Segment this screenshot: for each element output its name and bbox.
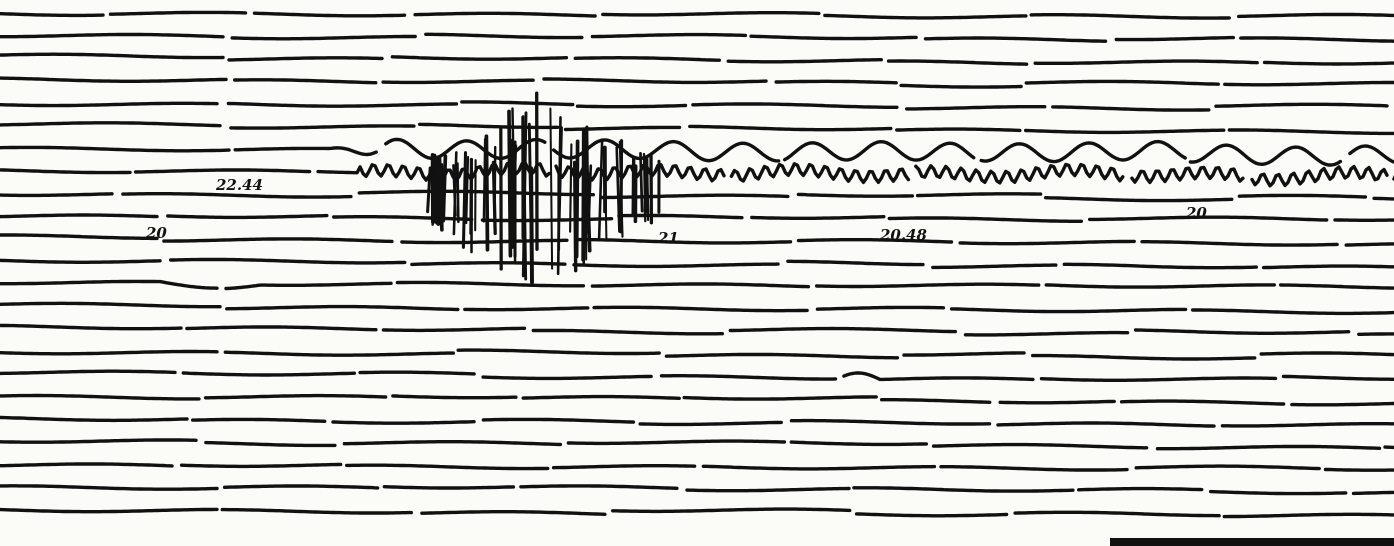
trace (1000, 401, 1114, 402)
trace (206, 396, 386, 398)
burst-stroke (486, 136, 487, 249)
burst-stroke (570, 144, 571, 231)
trace (1239, 195, 1365, 197)
trace (1116, 38, 1233, 40)
trace (602, 195, 788, 197)
burst-stroke (647, 158, 648, 220)
trace (193, 419, 325, 421)
trace (0, 14, 103, 16)
trace (465, 308, 588, 310)
trace (918, 194, 1041, 196)
burst-stroke (440, 157, 442, 229)
trace (225, 486, 378, 488)
trace (897, 129, 1020, 130)
burst-stroke (458, 164, 459, 222)
trace (182, 464, 341, 466)
trace (1211, 492, 1346, 494)
trace (798, 194, 912, 196)
trace (554, 466, 695, 468)
trace (360, 372, 474, 374)
trace (776, 81, 896, 83)
trace (183, 373, 354, 375)
trace (1216, 104, 1387, 106)
trace (684, 397, 876, 399)
burst-stroke (443, 156, 445, 221)
trace (0, 371, 175, 373)
trace (384, 487, 513, 488)
trace (393, 396, 516, 398)
page: 22.44 20 21 20.48 20 (() => { const data… (0, 0, 1394, 546)
trace (1261, 353, 1394, 355)
trace (1292, 403, 1394, 405)
burst-stroke (645, 159, 646, 213)
trace (1374, 198, 1394, 199)
trace (1326, 470, 1394, 471)
trace (229, 58, 382, 60)
burst-stroke (633, 158, 634, 215)
trace (1079, 489, 1202, 490)
trace (817, 307, 943, 309)
seismogram: 22.44 20 21 20.48 20 (0, 0, 1394, 546)
trace (523, 397, 679, 399)
trace (136, 170, 310, 172)
trace (728, 60, 881, 62)
burst-stroke (509, 112, 510, 256)
trace (578, 106, 686, 107)
trace (483, 376, 651, 378)
trace (1264, 266, 1394, 268)
trace (384, 328, 525, 330)
trace (0, 464, 172, 466)
burst-stroke (641, 153, 643, 211)
trace (168, 216, 327, 218)
trace (0, 194, 112, 196)
trace (333, 422, 474, 424)
trace (640, 422, 781, 424)
trace (1346, 244, 1394, 245)
annotation: 22.44 (215, 176, 263, 194)
burst-stroke (577, 141, 578, 256)
burst-stroke (583, 131, 584, 260)
annotation: 20 (1185, 204, 1207, 222)
trace (1239, 15, 1394, 17)
burst-stroke (471, 160, 472, 234)
trace (412, 263, 565, 265)
edge-mark (1110, 538, 1394, 546)
trace (857, 514, 1007, 516)
trace (1354, 492, 1394, 493)
burst-stroke (493, 162, 495, 233)
trace (1265, 62, 1394, 64)
trace (0, 215, 157, 217)
annotation: 20 (145, 224, 167, 242)
trace (1158, 447, 1380, 449)
annotation: 21 (657, 229, 679, 247)
trace (111, 12, 246, 14)
annotation: 20.48 (879, 226, 928, 244)
trace (752, 217, 884, 219)
trace (901, 85, 1021, 87)
trace (592, 35, 745, 37)
